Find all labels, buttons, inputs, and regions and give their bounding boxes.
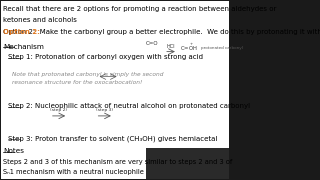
FancyBboxPatch shape xyxy=(1,1,229,179)
Text: Note that protonated carbonyl is simply the second: Note that protonated carbonyl is simply … xyxy=(12,72,164,77)
Text: Sₙ1 mechanism with a neutral nucleophile: Sₙ1 mechanism with a neutral nucleophile xyxy=(3,170,144,176)
Text: Step 1: Protonation of carbonyl oxygen with strong acid: Step 1: Protonation of carbonyl oxygen w… xyxy=(8,54,203,60)
Text: Step 3: Proton transfer to solvent (CH₃OH) gives hemiacetal: Step 3: Proton transfer to solvent (CH₃O… xyxy=(8,136,217,142)
Text: Steps 2 and 3 of this mechanism are very similar to steps 2 and 3 of: Steps 2 and 3 of this mechanism are very… xyxy=(3,159,232,165)
Text: Recall that there are 2 options for promoting a reaction between aldehydes or: Recall that there are 2 options for prom… xyxy=(3,6,276,12)
Text: Mechanism: Mechanism xyxy=(3,44,44,50)
Text: (step 2): (step 2) xyxy=(51,108,68,112)
Text: HCl: HCl xyxy=(167,44,175,49)
Text: Notes: Notes xyxy=(3,148,24,154)
FancyBboxPatch shape xyxy=(146,148,229,179)
Text: C=O: C=O xyxy=(146,41,158,46)
Text: C=$\mathrm{\overset{+}{O}}$H: C=$\mathrm{\overset{+}{O}}$H xyxy=(180,41,198,53)
Text: resonance structure for the oxocarbocation!: resonance structure for the oxocarbocati… xyxy=(12,80,142,85)
Text: (step 3): (step 3) xyxy=(96,108,113,112)
Text: Step 2: Nucleophilic attack of neutral alcohol on protonated carbonyl: Step 2: Nucleophilic attack of neutral a… xyxy=(8,103,250,109)
Text: ketones and alcohols: ketones and alcohols xyxy=(3,17,77,23)
Text: Option 2:: Option 2: xyxy=(3,29,40,35)
Text: protonated carbonyl: protonated carbonyl xyxy=(201,46,243,50)
Text: Option 2:  Make the carbonyl group a better electrophile.  We do this by protona: Option 2: Make the carbonyl group a bett… xyxy=(3,29,320,35)
